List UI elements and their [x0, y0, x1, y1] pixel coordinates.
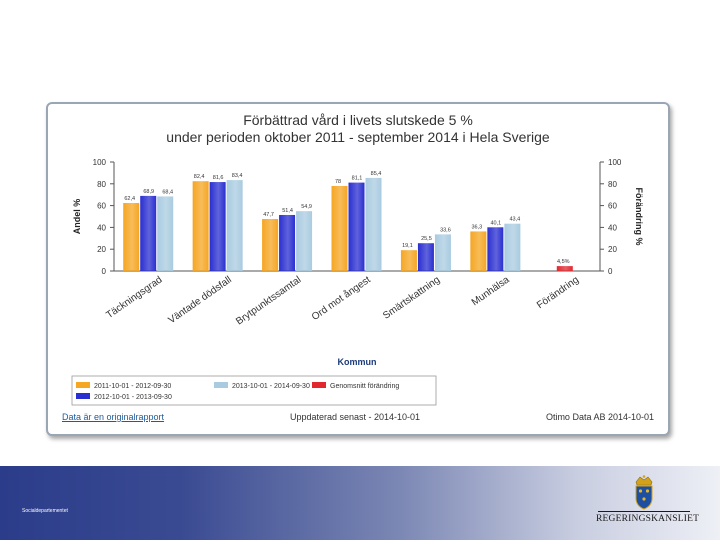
legend-label-s3: 2013-10-01 - 2014-09-30	[232, 383, 310, 390]
data-label: 85,4	[371, 171, 382, 177]
bar-ord-mot-ångest-s1	[331, 185, 348, 271]
chart-title: Förbättrad vård i livets slutskede 5 % u…	[54, 112, 662, 146]
data-label: 81,1	[352, 176, 363, 182]
bar-täckningsgrad-s2	[140, 195, 157, 271]
y-tick-label-left: 40	[97, 223, 106, 232]
bar-ord-mot-ångest-s2	[348, 182, 365, 271]
y-tick-label-right: 100	[608, 158, 622, 167]
bar-väntade-dödsfall-s3	[226, 180, 243, 271]
data-label: 62,4	[124, 196, 135, 202]
data-label: 68,4	[162, 189, 173, 195]
bar-munhälsa-s2	[487, 227, 504, 271]
bar-smärtskattning-s2	[417, 243, 434, 271]
bar-brytpunktssamtal-s2	[279, 214, 296, 271]
updated-text: Uppdaterad senast - 2014-10-01	[289, 412, 421, 422]
logo-divider	[598, 511, 690, 512]
bar-munhälsa-s1	[470, 231, 487, 271]
y-tick-label-right: 80	[608, 180, 617, 189]
report-frame: Förbättrad vård i livets slutskede 5 % u…	[46, 102, 670, 436]
legend-label-s1: 2011-10-01 - 2012-09-30	[94, 383, 171, 390]
legend-swatch-s2	[76, 393, 90, 399]
bar-täckningsgrad-s3	[157, 196, 174, 271]
bar-chart: 0 0 20 20 40 40 60 60 80 80 100 100 Andel % Förändrin…	[71, 158, 644, 406]
data-label: 78	[335, 179, 341, 185]
x-tick-label: Munhälsa	[470, 274, 512, 308]
bar-väntade-dödsfall-s1	[192, 181, 209, 271]
x-tick-label: Brytpunktssamtal	[234, 274, 303, 327]
y-tick-label-right: 20	[608, 245, 617, 254]
x-tick-label: Väntade dödsfall	[167, 274, 234, 326]
data-label: 83,4	[232, 173, 243, 179]
y-tick-label-left: 60	[97, 202, 106, 211]
department-label: Socialdepartementet	[22, 508, 68, 514]
bar-ord-mot-ångest-s3	[365, 177, 382, 271]
original-report-link[interactable]: Data är en originalrapport	[62, 412, 165, 422]
data-label: 25,5	[421, 236, 432, 242]
x-tick-label: Täckningsgrad	[104, 274, 164, 321]
x-tick-label: Smärtskattning	[381, 274, 442, 321]
x-tick-label: Ord mot ångest	[309, 274, 373, 323]
data-label: 82,4	[194, 174, 205, 180]
bar-smärtskattning-s3	[434, 234, 451, 271]
data-label: 51,4	[282, 208, 293, 214]
y-tick-label-left: 0	[102, 267, 107, 276]
bar-munhälsa-s3	[504, 223, 521, 271]
y-tick-label-left: 80	[97, 180, 106, 189]
data-label: 4,5%	[557, 259, 570, 265]
legend-label-s4: Genomsnitt förändring	[330, 383, 399, 390]
x-tick-label: Förändring	[535, 274, 581, 311]
bar-täckningsgrad-s1	[123, 202, 140, 271]
y-axis-title-left: Andel %	[72, 199, 82, 235]
chart-title-line1: Förbättrad vård i livets slutskede 5 %	[243, 112, 473, 128]
y-tick-label-right: 0	[608, 267, 613, 276]
bar-brytpunktssamtal-s3	[296, 211, 313, 271]
bar-väntade-dödsfall-s2	[209, 182, 226, 271]
data-label: 54,9	[301, 204, 312, 210]
data-label: 40,1	[490, 220, 501, 226]
legend-swatch-s3	[214, 382, 228, 388]
data-label: 43,4	[509, 217, 520, 223]
x-axis-title: Kommun	[338, 357, 377, 367]
data-label: 33,6	[440, 227, 451, 233]
regeringskansliet-logo: REGERINGSKANSLIET	[596, 474, 700, 532]
data-label: 19,1	[402, 243, 413, 249]
legend-label-s2: 2012-10-01 - 2013-09-30	[94, 394, 172, 401]
chart-panel: Förbättrad vård i livets slutskede 5 % u…	[54, 108, 662, 430]
chart-title-line2: under perioden oktober 2011 - september …	[166, 129, 550, 145]
data-label: 36,3	[471, 224, 482, 230]
bar-brytpunktssamtal-s1	[262, 219, 279, 271]
logo-text: REGERINGSKANSLIET	[596, 514, 700, 524]
data-label: 47,7	[263, 212, 274, 218]
crown-shield-icon	[635, 475, 653, 510]
bar-förändring-s4	[556, 266, 573, 271]
y-tick-label-right: 40	[608, 223, 617, 232]
y-axis-title-right: Förändring %	[634, 188, 644, 246]
data-label: 81,6	[213, 175, 224, 181]
legend-box	[71, 375, 437, 406]
y-tick-label-left: 100	[93, 158, 107, 167]
bottom-band	[0, 466, 720, 540]
y-tick-label-right: 60	[608, 202, 617, 211]
report-footer: Data är en originalrapport Uppdaterad se…	[62, 412, 654, 426]
source-text: Otimo Data AB 2014-10-01	[545, 412, 654, 422]
data-label: 68,9	[143, 189, 154, 195]
legend-swatch-s1	[76, 382, 90, 388]
bar-smärtskattning-s1	[400, 250, 417, 271]
legend-swatch-s4	[312, 382, 326, 388]
y-tick-label-left: 20	[97, 245, 106, 254]
